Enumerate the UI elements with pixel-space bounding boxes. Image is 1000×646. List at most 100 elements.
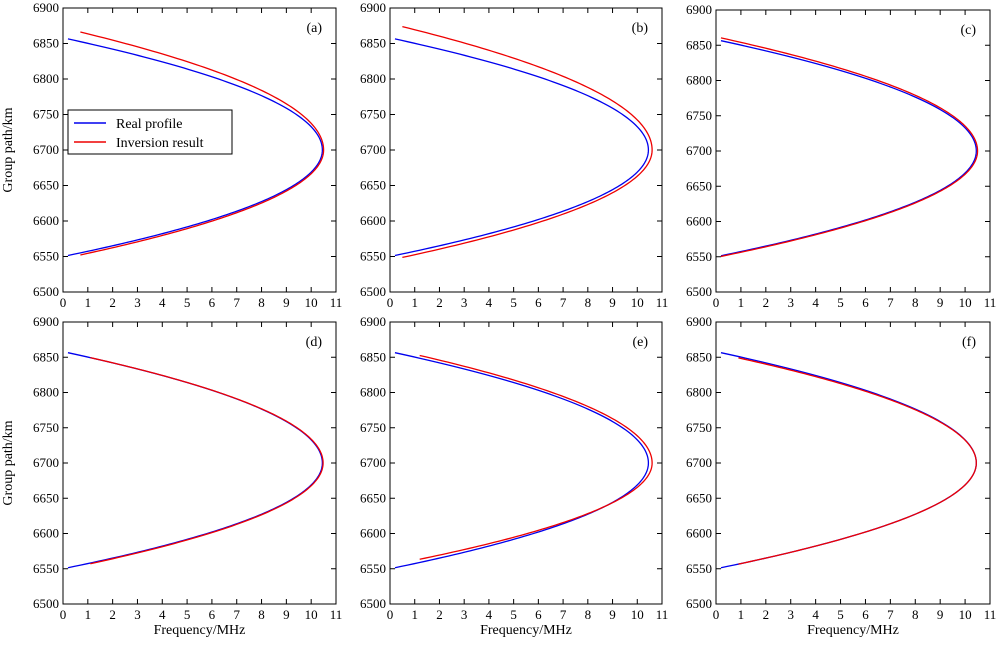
x-tick-label: 1 [738, 295, 745, 310]
x-tick-label: 6 [862, 295, 869, 310]
x-tick-label: 5 [510, 607, 517, 622]
x-tick-label: 8 [912, 607, 919, 622]
panel-1: 0 1 2 3 4 5 6 7 8 9 10 11 6500 6550 6600 6650 6700 6750 68… [1, 0, 342, 310]
panel-3: 0 1 2 3 4 5 6 7 8 9 10 11 6500 6550 6600 6650 6700 6750 68… [686, 2, 996, 310]
x-tick-label: 8 [912, 295, 919, 310]
inversion-result-line [402, 26, 653, 259]
x-tick-label: 9 [609, 295, 616, 310]
y-tick-label: 6700 [686, 143, 712, 158]
y-tick-label: 6850 [33, 349, 59, 364]
panel-label: (b) [632, 21, 649, 36]
x-tick-label: 2 [763, 295, 770, 310]
x-tick-label: 4 [486, 295, 493, 310]
x-tick-label: 0 [713, 295, 720, 310]
x-tick-label: 0 [60, 607, 67, 622]
y-tick-label: 6550 [33, 561, 59, 576]
y-tick-label: 6600 [686, 526, 712, 541]
x-tick-label: 3 [787, 295, 794, 310]
x-tick-label: 11 [330, 607, 343, 622]
x-tick-label: 1 [85, 295, 92, 310]
x-tick-label: 5 [184, 607, 191, 622]
x-tick-label: 3 [461, 607, 468, 622]
panel-label: (c) [960, 23, 976, 38]
x-tick-label: 0 [713, 607, 720, 622]
y-tick-label: 6500 [686, 284, 712, 299]
x-tick-label: 4 [159, 295, 166, 310]
y-tick-label: 6550 [686, 249, 712, 264]
x-tick-label: 5 [510, 295, 517, 310]
x-tick-label: 5 [837, 607, 844, 622]
x-tick-label: 10 [305, 295, 318, 310]
y-tick-label: 6750 [33, 420, 59, 435]
x-tick-label: 4 [159, 607, 166, 622]
real-profile-line [720, 40, 977, 257]
x-tick-label: 8 [258, 295, 265, 310]
x-tick-label: 0 [387, 295, 394, 310]
y-tick-label: 6650 [33, 490, 59, 505]
x-tick-label: 2 [763, 607, 770, 622]
y-tick-label: 6700 [686, 455, 712, 470]
plot-frame [389, 7, 663, 293]
plot-frame [62, 321, 337, 605]
y-tick-label: 6600 [360, 526, 386, 541]
x-axis-title: Frequency/MHz [154, 623, 246, 638]
x-tick-label: 0 [387, 607, 394, 622]
x-tick-label: 11 [656, 607, 669, 622]
y-tick-label: 6750 [33, 107, 59, 122]
x-tick-label: 8 [585, 295, 592, 310]
y-tick-label: 6650 [360, 178, 386, 193]
panel-label: (e) [632, 335, 648, 350]
y-tick-label: 6550 [686, 561, 712, 576]
x-tick-label: 6 [535, 295, 542, 310]
y-tick-label: 6600 [360, 213, 386, 228]
y-tick-label: 6550 [360, 561, 386, 576]
x-tick-label: 7 [233, 607, 240, 622]
panel-label: (f) [962, 335, 976, 350]
x-tick-label: 9 [609, 607, 616, 622]
y-tick-label: 6500 [360, 284, 386, 299]
x-tick-label: 9 [937, 607, 944, 622]
y-tick-label: 6850 [33, 36, 59, 51]
panel-2: 0 1 2 3 4 5 6 7 8 9 10 11 6500 6550 6600 6650 6700 6750 68… [360, 0, 668, 310]
legend-label: Inversion result [116, 136, 204, 151]
x-tick-label: 5 [837, 295, 844, 310]
y-axis-title: Group path/km [1, 420, 16, 505]
inversion-result-line [80, 31, 325, 256]
y-tick-label: 6750 [686, 108, 712, 123]
x-tick-label: 7 [887, 607, 894, 622]
y-tick-label: 6900 [360, 314, 386, 329]
y-tick-label: 6650 [686, 490, 712, 505]
x-tick-label: 2 [109, 607, 116, 622]
y-tick-label: 6800 [360, 71, 386, 86]
inversion-result-line [419, 354, 653, 560]
x-tick-label: 8 [585, 607, 592, 622]
x-tick-label: 5 [184, 295, 191, 310]
y-tick-label: 6650 [33, 178, 59, 193]
y-tick-label: 6800 [360, 385, 386, 400]
x-tick-label: 8 [258, 607, 265, 622]
y-tick-label: 6900 [33, 314, 59, 329]
y-tick-label: 6800 [686, 385, 712, 400]
y-tick-label: 6700 [360, 142, 386, 157]
panel-5: 0 1 2 3 4 5 6 7 8 9 10 11 6500 6550 6600 6650 6700 6750 68… [360, 314, 668, 638]
plot-frame [715, 321, 991, 605]
y-tick-label: 6500 [360, 596, 386, 611]
x-tick-label: 4 [486, 607, 493, 622]
x-tick-label: 7 [233, 295, 240, 310]
y-tick-label: 6600 [33, 213, 59, 228]
y-tick-label: 6700 [360, 455, 386, 470]
y-tick-label: 6500 [686, 596, 712, 611]
plot-frame [715, 9, 991, 293]
x-tick-label: 9 [283, 607, 290, 622]
y-tick-label: 6700 [33, 142, 59, 157]
y-tick-label: 6500 [33, 596, 59, 611]
x-tick-label: 10 [305, 607, 318, 622]
y-tick-label: 6550 [360, 249, 386, 264]
y-tick-label: 6800 [686, 73, 712, 88]
x-tick-label: 6 [535, 607, 542, 622]
real-profile-line [67, 38, 324, 257]
x-tick-label: 9 [283, 295, 290, 310]
y-tick-label: 6800 [33, 385, 59, 400]
x-tick-label: 7 [887, 295, 894, 310]
x-tick-label: 11 [984, 607, 997, 622]
